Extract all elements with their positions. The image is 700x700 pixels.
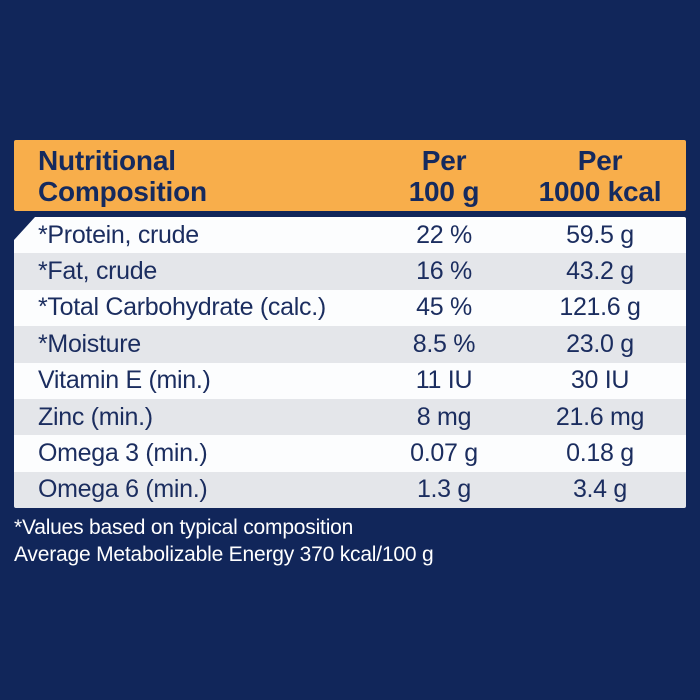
footnote-metabolizable-energy: Average Metabolizable Energy 370 kcal/10… (14, 543, 434, 566)
table-row: *Fat, crude 16 % 43.2 g (14, 253, 686, 290)
nutrition-table: *Protein, crude 22 % 59.5 g *Fat, crude … (14, 217, 686, 508)
row-label: Omega 3 (min.) (38, 438, 208, 467)
row-label: *Total Carbohydrate (calc.) (38, 293, 326, 322)
row-value-per-100g: 8 mg (416, 402, 472, 431)
row-value-per-100g: 45 % (416, 293, 472, 322)
table-row: Omega 3 (min.) 0.07 g 0.18 g (14, 435, 686, 472)
table-row: Omega 6 (min.) 1.3 g 3.4 g (14, 471, 686, 508)
row-value-per-1000kcal: 43.2 g (566, 257, 634, 286)
row-value-per-100g: 0.07 g (410, 438, 478, 467)
row-value-per-1000kcal: 121.6 g (559, 293, 641, 322)
row-value-per-100g: 22 % (416, 220, 472, 249)
row-value-per-1000kcal: 21.6 mg (555, 402, 645, 431)
table-row: *Total Carbohydrate (calc.) 45 % 121.6 g (14, 289, 686, 327)
table-row: *Protein, crude 22 % 59.5 g (14, 217, 686, 254)
row-value-per-1000kcal: 23.0 g (566, 329, 634, 358)
row-value-per-100g: 16 % (416, 257, 472, 286)
column-header-per-1000kcal: Per 1000 kcal (538, 144, 662, 207)
row-label: *Moisture (38, 329, 141, 358)
nutrition-panel: Nutritional Composition Per 100 g Per 10… (14, 140, 686, 508)
row-value-per-1000kcal: 30 IU (570, 366, 630, 395)
row-value-per-1000kcal: 3.4 g (572, 475, 628, 504)
table-title: Nutritional Composition (14, 145, 374, 207)
row-value-per-100g: 11 IU (415, 366, 473, 395)
table-title-line1: Nutritional (38, 144, 176, 176)
row-label: Omega 6 (min.) (38, 475, 208, 504)
table-row: Vitamin E (min.) 11 IU 30 IU (14, 362, 686, 399)
row-value-per-100g: 1.3 g (416, 475, 472, 504)
row-value-per-100g: 8.5 % (412, 329, 476, 358)
footnotes: *Values based on typical composition Ave… (14, 514, 434, 568)
row-label: Zinc (min.) (38, 402, 153, 431)
row-label: *Fat, crude (38, 257, 157, 286)
table-header: Nutritional Composition Per 100 g Per 10… (14, 140, 686, 211)
table-row: *Moisture 8.5 % 23.0 g (14, 326, 686, 363)
footnote-typical-composition: *Values based on typical composition (14, 516, 354, 539)
row-label: Vitamin E (min.) (38, 366, 211, 395)
row-value-per-1000kcal: 59.5 g (566, 220, 634, 249)
table-row: Zinc (min.) 8 mg 21.6 mg (14, 398, 686, 436)
table-title-line2: Composition (38, 175, 207, 207)
column-header-per-100g: Per 100 g (408, 144, 480, 207)
row-value-per-1000kcal: 0.18 g (566, 438, 634, 467)
row-label: *Protein, crude (38, 220, 199, 249)
